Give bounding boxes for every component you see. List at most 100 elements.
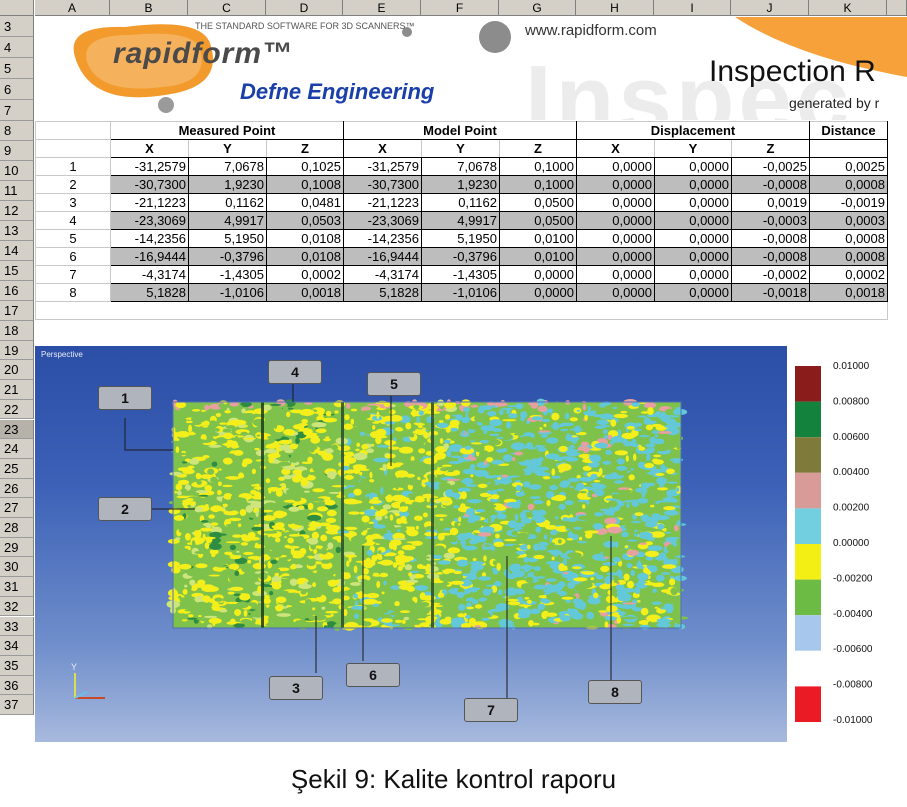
value-cell[interactable]: 5,1950	[188, 229, 267, 248]
row-header[interactable]: 22	[0, 399, 34, 420]
value-cell[interactable]: 0,0000	[576, 247, 655, 266]
value-cell[interactable]: 0,0000	[654, 175, 732, 194]
row-header[interactable]: 28	[0, 518, 34, 538]
value-cell[interactable]: 0,0019	[731, 193, 810, 212]
sub-header-cell[interactable]: X	[576, 139, 655, 158]
row-header[interactable]: 23	[0, 419, 34, 440]
row-header[interactable]: 6	[0, 79, 34, 100]
row-header[interactable]: 11	[0, 181, 34, 201]
row-header[interactable]: 20	[0, 360, 34, 381]
value-cell[interactable]: -30,7300	[110, 175, 189, 194]
value-cell[interactable]: 0,0000	[576, 175, 655, 194]
cell[interactable]	[35, 139, 111, 158]
value-cell[interactable]: 0,1162	[188, 193, 267, 212]
column-header[interactable]: K	[809, 0, 887, 16]
value-cell[interactable]: 0,0481	[266, 193, 344, 212]
value-cell[interactable]: -23,3069	[343, 211, 422, 230]
value-cell[interactable]: -16,9444	[110, 247, 189, 266]
row-header[interactable]: 26	[0, 478, 34, 499]
value-cell[interactable]: -0,3796	[188, 247, 267, 266]
select-all-corner[interactable]	[0, 0, 34, 16]
point-index-cell[interactable]: 6	[35, 247, 111, 266]
value-cell[interactable]: -30,7300	[343, 175, 422, 194]
value-cell[interactable]: -4,3174	[110, 265, 189, 284]
group-header-distance[interactable]: Distance	[809, 121, 888, 140]
value-cell[interactable]: 0,0000	[654, 193, 732, 212]
column-header[interactable]: D	[266, 0, 343, 16]
value-cell[interactable]: 0,0503	[266, 211, 344, 230]
sub-header-cell[interactable]: Z	[499, 139, 577, 158]
row-header[interactable]: 9	[0, 141, 34, 161]
sub-header-cell[interactable]: Y	[188, 139, 267, 158]
value-cell[interactable]: 0,0500	[499, 193, 577, 212]
value-cell[interactable]: 7,0678	[188, 157, 267, 176]
column-header[interactable]: A	[35, 0, 110, 16]
value-cell[interactable]: 0,0008	[809, 229, 888, 248]
value-cell[interactable]: -14,2356	[343, 229, 422, 248]
value-cell[interactable]: -0,0008	[731, 175, 810, 194]
value-cell[interactable]: 5,1828	[343, 283, 422, 302]
value-cell[interactable]: 0,1008	[266, 175, 344, 194]
row-header[interactable]: 33	[0, 616, 34, 637]
row-header[interactable]: 17	[0, 301, 34, 321]
row-header[interactable]: 30	[0, 557, 34, 578]
group-header-measured[interactable]: Measured Point	[110, 121, 344, 140]
value-cell[interactable]: 0,0000	[654, 247, 732, 266]
value-cell[interactable]: 0,0008	[809, 175, 888, 194]
row-header[interactable]: 7	[0, 100, 34, 121]
value-cell[interactable]: -0,0003	[731, 211, 810, 230]
value-cell[interactable]: -0,3796	[421, 247, 500, 266]
point-index-cell[interactable]: 5	[35, 229, 111, 248]
value-cell[interactable]: 0,0108	[266, 247, 344, 266]
value-cell[interactable]: 0,1162	[421, 193, 500, 212]
column-header[interactable]: E	[343, 0, 421, 16]
value-cell[interactable]: 0,0025	[809, 157, 888, 176]
sub-header-cell[interactable]: X	[343, 139, 422, 158]
value-cell[interactable]: 0,0008	[809, 247, 888, 266]
row-header[interactable]: 3	[0, 16, 34, 37]
value-cell[interactable]: -1,0106	[421, 283, 500, 302]
sub-header-cell[interactable]: Y	[654, 139, 732, 158]
deviation-map-viewport[interactable]: Perspective Y 1 2 3 4 5 6 7 8	[35, 346, 787, 742]
value-cell[interactable]: 0,1000	[499, 157, 577, 176]
value-cell[interactable]: 4,9917	[421, 211, 500, 230]
group-header-model[interactable]: Model Point	[343, 121, 577, 140]
row-header[interactable]: 35	[0, 655, 34, 676]
value-cell[interactable]: 1,9230	[188, 175, 267, 194]
point-index-cell[interactable]: 8	[35, 283, 111, 302]
value-cell[interactable]: 0,0000	[499, 283, 577, 302]
row-header[interactable]: 25	[0, 458, 34, 479]
value-cell[interactable]: -1,4305	[188, 265, 267, 284]
value-cell[interactable]: 7,0678	[421, 157, 500, 176]
value-cell[interactable]: 0,0000	[576, 157, 655, 176]
column-header[interactable]: C	[188, 0, 266, 16]
row-header[interactable]: 37	[0, 695, 34, 715]
row-header[interactable]: 27	[0, 498, 34, 518]
row-header[interactable]: 15	[0, 261, 34, 281]
row-header[interactable]: 21	[0, 380, 34, 400]
value-cell[interactable]: 0,0018	[809, 283, 888, 302]
value-cell[interactable]: 0,0000	[576, 283, 655, 302]
value-cell[interactable]: 0,0100	[499, 229, 577, 248]
value-cell[interactable]: -0,0008	[731, 229, 810, 248]
point-index-cell[interactable]: 2	[35, 175, 111, 194]
row-header[interactable]: 10	[0, 161, 34, 181]
value-cell[interactable]: -31,2579	[343, 157, 422, 176]
column-header[interactable]: B	[110, 0, 188, 16]
row-header[interactable]: 19	[0, 340, 34, 361]
value-cell[interactable]: 0,0000	[576, 193, 655, 212]
column-header[interactable]: J	[731, 0, 809, 16]
value-cell[interactable]: -0,0025	[731, 157, 810, 176]
row-header[interactable]: 5	[0, 58, 34, 79]
value-cell[interactable]: 0,1025	[266, 157, 344, 176]
value-cell[interactable]: -0,0018	[731, 283, 810, 302]
value-cell[interactable]: 1,9230	[421, 175, 500, 194]
column-header[interactable]: G	[499, 0, 576, 16]
value-cell[interactable]: 0,0000	[654, 283, 732, 302]
row-header[interactable]: 13	[0, 221, 34, 241]
value-cell[interactable]: -21,1223	[110, 193, 189, 212]
row-header[interactable]: 24	[0, 439, 34, 459]
row-header[interactable]: 34	[0, 636, 34, 656]
value-cell[interactable]: -1,0106	[188, 283, 267, 302]
value-cell[interactable]: 0,1000	[499, 175, 577, 194]
